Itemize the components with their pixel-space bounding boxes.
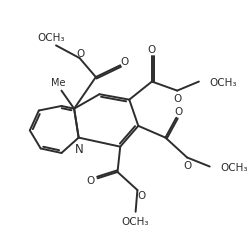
Text: N: N [75,142,84,155]
Text: O: O [121,56,129,66]
Text: O: O [148,45,156,55]
Text: O: O [183,160,191,170]
Text: OCH₃: OCH₃ [210,78,237,88]
Text: O: O [76,48,85,58]
Text: OCH₃: OCH₃ [220,163,248,173]
Text: O: O [173,94,181,104]
Text: OCH₃: OCH₃ [38,33,65,43]
Text: OCH₃: OCH₃ [122,216,149,226]
Text: Me: Me [51,77,65,87]
Text: O: O [175,107,183,117]
Text: O: O [137,191,145,201]
Text: O: O [86,176,94,185]
